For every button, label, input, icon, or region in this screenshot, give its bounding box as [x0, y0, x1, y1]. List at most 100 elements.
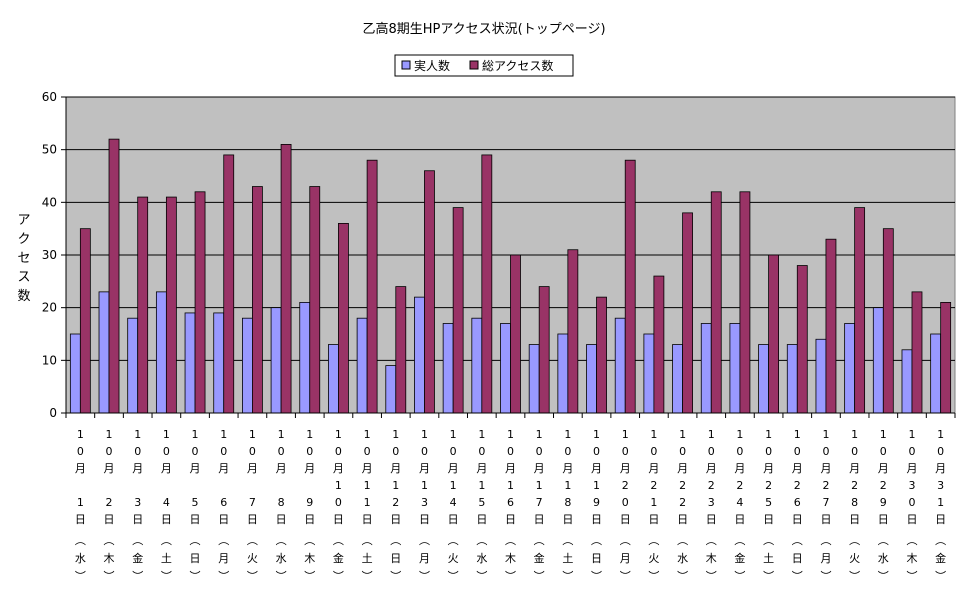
x-label-day-digit: 2: [822, 479, 829, 492]
x-label-month-digit: 0: [794, 445, 801, 458]
x-label-weekday: 木: [906, 552, 917, 565]
bar-total-access: [624, 159, 636, 414]
x-label-weekday: 水: [476, 552, 487, 565]
x-label-day-char: 日: [792, 513, 803, 526]
x-label-month-digit: 0: [450, 445, 457, 458]
x-label-day-char: 日: [390, 513, 401, 526]
x-label-day-digit: 3: [937, 479, 944, 492]
y-axis-label-char: ア: [17, 213, 30, 228]
x-label-close-paren: ︶: [591, 570, 602, 583]
x-label-month-digit: 1: [106, 428, 113, 441]
x-label-day-digit: 1: [364, 479, 371, 492]
bars: [69, 138, 952, 414]
x-category-label: 1 0 月 1 日 ︵ 水 ︶: [75, 428, 86, 583]
x-label-open-paren: ︵: [878, 534, 889, 547]
x-label-day-char: 日: [132, 513, 143, 526]
x-label-month-digit: 1: [364, 428, 371, 441]
x-label-month-char: 月: [792, 462, 803, 475]
x-label-month-digit: 0: [593, 445, 600, 458]
x-label-day-digit: 1: [364, 496, 371, 509]
x-label-day-char: 日: [935, 513, 946, 526]
x-category-label: 1 0 月 3 日 ︵ 金 ︶: [132, 428, 143, 583]
x-label-day-digit: 3: [134, 496, 141, 509]
x-category-label: 1 0 月 1 4 日 ︵ 火 ︶: [448, 428, 459, 583]
x-label-close-paren: ︶: [534, 570, 545, 583]
x-category-label: 1 0 月 2 1 日 ︵ 火 ︶: [648, 428, 659, 583]
x-category-label: 1 0 月 5 日 ︵ 日 ︶: [190, 428, 201, 583]
bar-total-access: [452, 207, 464, 414]
x-label-month-digit: 0: [822, 445, 829, 458]
x-label-open-paren: ︵: [218, 534, 229, 547]
legend-label-series-2: 総アクセス数: [482, 58, 553, 73]
bar-total-access: [481, 154, 493, 414]
x-label-open-paren: ︵: [677, 534, 688, 547]
x-label-open-paren: ︵: [276, 534, 287, 547]
x-label-day-digit: 9: [880, 496, 887, 509]
x-label-weekday: 木: [505, 552, 516, 565]
x-label-weekday: 日: [792, 552, 803, 565]
y-tick-label: 10: [42, 353, 57, 367]
x-label-month-char: 月: [476, 462, 487, 475]
x-label-month-digit: 1: [908, 428, 915, 441]
x-label-day-digit: 1: [564, 479, 571, 492]
x-label-day-digit: 1: [450, 479, 457, 492]
bar-real-persons: [127, 317, 139, 414]
x-label-day-digit: 0: [335, 496, 342, 509]
x-label-day-char: 日: [878, 513, 889, 526]
x-label-close-paren: ︶: [792, 570, 803, 583]
x-label-day-digit: 7: [536, 496, 543, 509]
x-category-label: 1 0 月 2 3 日 ︵ 木 ︶: [706, 428, 717, 583]
x-label-weekday: 日: [390, 552, 401, 565]
x-label-month-char: 月: [276, 462, 287, 475]
x-label-weekday: 金: [534, 551, 545, 565]
x-label-day-digit: 3: [708, 496, 715, 509]
x-label-month-char: 月: [878, 462, 889, 475]
x-label-month-digit: 1: [77, 428, 84, 441]
x-label-month-digit: 1: [765, 428, 772, 441]
x-label-day-char: 日: [333, 513, 344, 526]
x-label-month-char: 月: [362, 462, 373, 475]
x-label-close-paren: ︶: [935, 570, 946, 583]
legend-swatch-series-1: [401, 60, 411, 70]
x-category-label: 1 0 月 1 2 日 ︵ 日 ︶: [390, 428, 401, 583]
x-label-month-digit: 0: [421, 445, 428, 458]
x-label-day-digit: 9: [306, 496, 313, 509]
bar-real-persons: [213, 312, 225, 414]
bar-real-persons: [786, 344, 798, 414]
x-label-open-paren: ︵: [419, 534, 430, 547]
x-label-close-paren: ︶: [104, 570, 115, 583]
x-label-weekday: 月: [419, 552, 430, 565]
x-label-open-paren: ︵: [304, 534, 315, 547]
x-label-day-digit: 1: [421, 479, 428, 492]
x-label-day-digit: 2: [794, 479, 801, 492]
x-label-open-paren: ︵: [534, 534, 545, 547]
bar-total-access: [768, 254, 779, 414]
x-label-month-digit: 1: [450, 428, 457, 441]
bar-total-access: [739, 191, 751, 414]
x-category-label: 1 0 月 2 日 ︵ 木 ︶: [104, 428, 115, 583]
x-label-weekday: 土: [161, 552, 172, 565]
x-label-close-paren: ︶: [763, 570, 774, 583]
x-label-day-char: 日: [75, 513, 86, 526]
x-label-close-paren: ︶: [362, 570, 373, 583]
x-label-day-char: 日: [620, 513, 631, 526]
x-label-month-digit: 0: [736, 445, 743, 458]
x-label-month-digit: 0: [335, 445, 342, 458]
x-label-month-digit: 1: [536, 428, 543, 441]
x-label-day-digit: 2: [708, 479, 715, 492]
x-label-month-digit: 0: [306, 445, 313, 458]
x-category-label: 1 0 月 3 0 日 ︵ 木 ︶: [906, 428, 917, 583]
x-label-month-char: 月: [333, 462, 344, 475]
bar-real-persons: [184, 312, 196, 414]
x-label-day-char: 日: [476, 513, 487, 526]
x-label-day-digit: 1: [478, 479, 485, 492]
x-label-month-digit: 1: [335, 428, 342, 441]
x-label-month-char: 月: [763, 462, 774, 475]
bar-real-persons: [385, 365, 397, 414]
y-tick-label: 50: [42, 143, 57, 157]
x-label-weekday: 土: [362, 552, 373, 565]
bar-real-persons: [672, 344, 683, 414]
x-label-weekday: 火: [247, 552, 258, 565]
x-label-close-paren: ︶: [276, 570, 287, 583]
x-label-day-digit: 1: [536, 479, 543, 492]
